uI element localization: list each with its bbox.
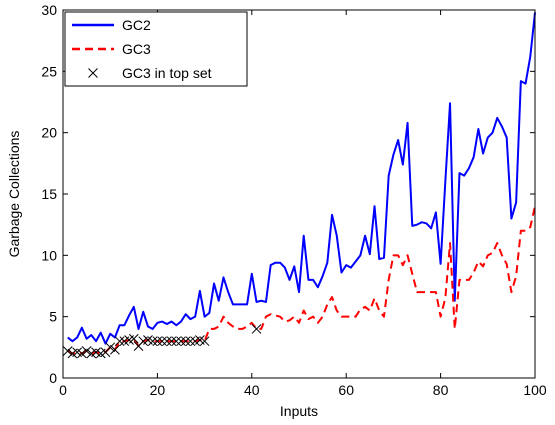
data-point-x-marker: [199, 336, 210, 347]
y-tick-label: 15: [41, 186, 57, 202]
y-tick-label: 5: [49, 309, 57, 325]
x-tick-label: 40: [244, 382, 260, 398]
y-axis-label: Garbage Collections: [6, 131, 22, 258]
y-tick-label: 25: [41, 63, 57, 79]
legend-label-gc2: GC2: [122, 17, 151, 33]
data-point-x-marker: [147, 336, 158, 347]
data-point-x-marker: [81, 346, 92, 356]
data-point-x-marker: [171, 336, 182, 347]
data-point-x-marker: [152, 336, 163, 347]
data-point-x-marker: [110, 344, 120, 355]
data-point-x-marker: [105, 342, 116, 353]
y-tick-label: 30: [41, 2, 57, 18]
x-tick-label: 100: [523, 382, 547, 398]
legend-label-gc3-top-set: GC3 in top set: [122, 65, 212, 81]
series-line-gc3: [67, 206, 536, 355]
data-point-x-marker: [251, 324, 262, 334]
y-tick-label: 10: [41, 247, 57, 263]
series-gc3: [67, 206, 536, 355]
series-gc2: [67, 12, 536, 345]
x-tick-label: 80: [433, 382, 449, 398]
y-tick-label: 0: [49, 370, 57, 386]
ticks-layer: 0 20 40 60 80 100 0 5 10 15 20 25 30: [41, 2, 546, 398]
legend-swatch-gc3-top-set: [88, 68, 98, 78]
data-point-x-marker: [176, 336, 186, 347]
data-point-x-marker: [166, 336, 177, 347]
data-point-x-marker: [157, 336, 167, 347]
y-tick-label: 20: [41, 125, 57, 141]
series-layer: [62, 12, 536, 359]
x-axis-label: Inputs: [280, 403, 318, 419]
series-line-gc2: [67, 12, 536, 345]
data-point-x-marker: [185, 336, 196, 347]
x-tick-label: 60: [338, 382, 354, 398]
data-point-x-marker: [180, 336, 191, 347]
legend: GC2 GC3 GC3 in top set: [64, 11, 248, 87]
data-point-x-marker: [62, 346, 73, 356]
x-tick-label: 20: [150, 382, 166, 398]
data-point-x-marker: [128, 333, 139, 344]
data-point-x-marker: [114, 336, 125, 347]
x-tick-label: 0: [59, 382, 67, 398]
data-point-x-marker: [77, 348, 87, 359]
data-point-x-marker: [161, 336, 172, 347]
series-gc3-in-top-set: [62, 324, 262, 359]
legend-label-gc3: GC3: [122, 41, 151, 57]
